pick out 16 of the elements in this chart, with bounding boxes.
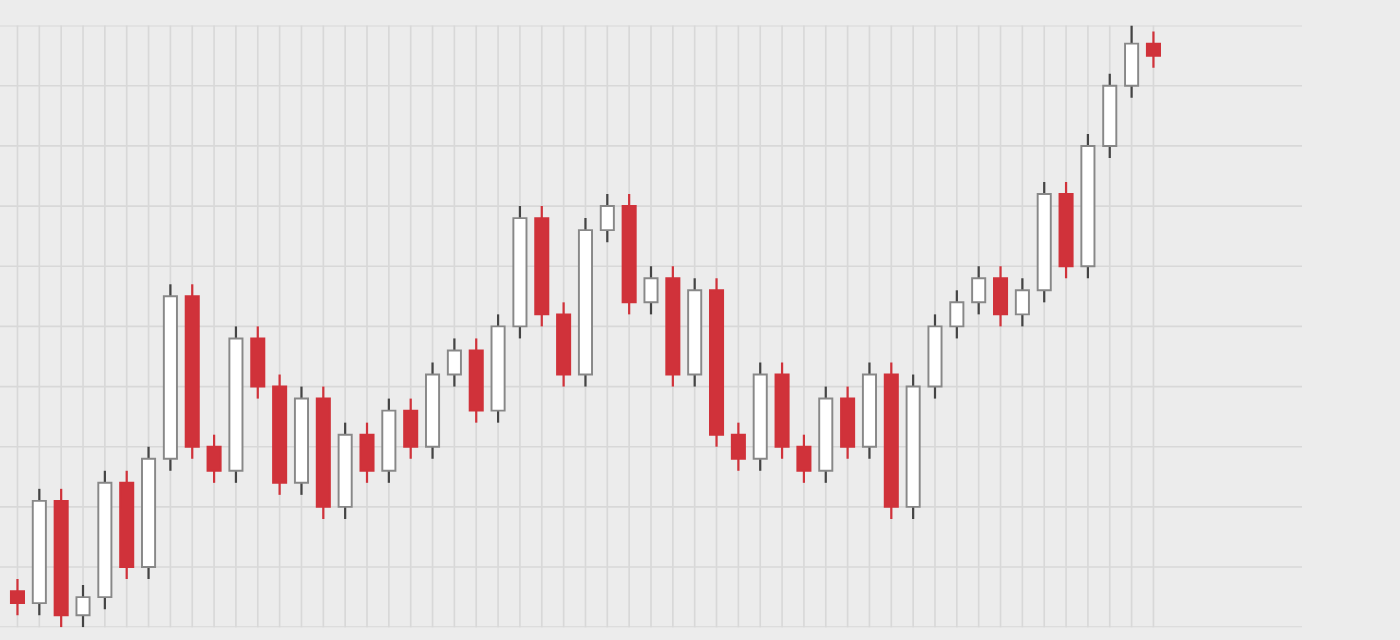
candlestick <box>359 421 375 484</box>
candlestick <box>9 577 25 617</box>
candlestick <box>796 433 812 484</box>
candlestick <box>1145 30 1161 69</box>
candlestick <box>599 192 615 244</box>
candlestick <box>446 337 462 388</box>
candlestick <box>1124 25 1140 99</box>
candlestick <box>971 265 987 316</box>
candlestick <box>403 397 419 460</box>
candlestick <box>643 265 659 316</box>
candlestick <box>949 289 965 340</box>
candlestick <box>993 265 1009 328</box>
candlestick <box>1014 277 1030 328</box>
candlestick <box>206 433 222 484</box>
candlestick <box>730 421 746 472</box>
candlestick <box>75 583 91 628</box>
